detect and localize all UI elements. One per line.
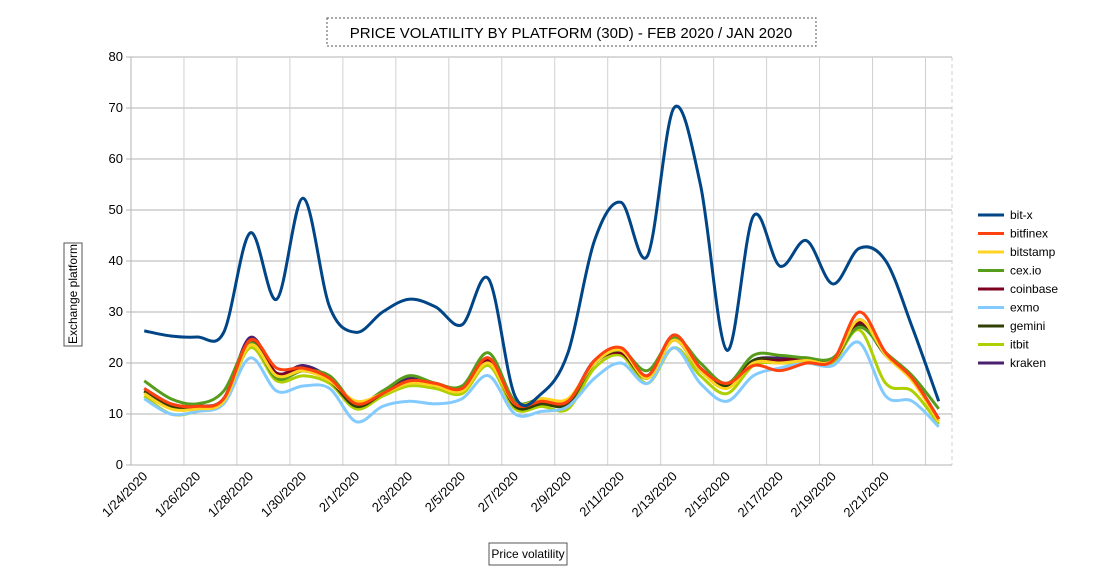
x-tick-label: 2/15/2020 (682, 469, 734, 521)
x-axis-label: Price volatility (491, 547, 564, 561)
y-tick-label: 70 (109, 100, 123, 115)
x-tick-label: 2/11/2020 (576, 469, 627, 520)
series-line (143, 104, 941, 408)
y-tick-label: 80 (109, 49, 123, 64)
y-tick-label: 10 (109, 406, 123, 421)
y-label-box (63, 242, 83, 347)
chart-title: PRICE VOLATILITY BY PLATFORM (30D) - FEB… (350, 25, 792, 42)
x-tick-label: 2/3/2020 (369, 469, 415, 515)
title-box (326, 17, 817, 47)
legend-label: gemini (1010, 319, 1045, 333)
y-tick-label: 20 (109, 355, 123, 370)
x-tick-label: 2/9/2020 (528, 469, 574, 515)
x-tick-label: 1/30/2020 (258, 469, 310, 521)
x-tick-label: 1/24/2020 (99, 469, 151, 521)
x-tick-label: 2/1/2020 (316, 469, 362, 515)
x-tick-label: 2/17/2020 (734, 469, 786, 521)
legend-label: bitfinex (1010, 227, 1048, 241)
legend-label: cex.io (1010, 264, 1042, 278)
legend-label: bit-x (1010, 208, 1033, 222)
x-tick-label: 2/13/2020 (629, 469, 681, 521)
legend-label: itbit (1010, 338, 1029, 352)
x-label-box (488, 542, 568, 566)
legend-label: kraken (1010, 356, 1046, 370)
series-line (143, 310, 941, 420)
legend-label: coinbase (1010, 282, 1058, 296)
series-line (143, 318, 941, 423)
x-tick-label: 2/19/2020 (787, 469, 839, 521)
y-tick-label: 40 (109, 253, 123, 268)
y-tick-label: 50 (109, 202, 123, 217)
x-tick-label: 2/7/2020 (475, 469, 521, 515)
legend-label: exmo (1010, 301, 1040, 315)
legend-label: bitstamp (1010, 245, 1056, 259)
y-axis-label: Exchange platform (66, 244, 80, 344)
y-tick-label: 60 (109, 151, 123, 166)
y-tick-label: 0 (116, 457, 123, 472)
x-tick-label: 1/28/2020 (205, 469, 257, 521)
x-tick-label: 2/5/2020 (422, 469, 468, 515)
x-tick-label: 1/26/2020 (152, 469, 204, 521)
x-tick-label: 2/21/2020 (840, 469, 892, 521)
y-tick-label: 30 (109, 304, 123, 319)
